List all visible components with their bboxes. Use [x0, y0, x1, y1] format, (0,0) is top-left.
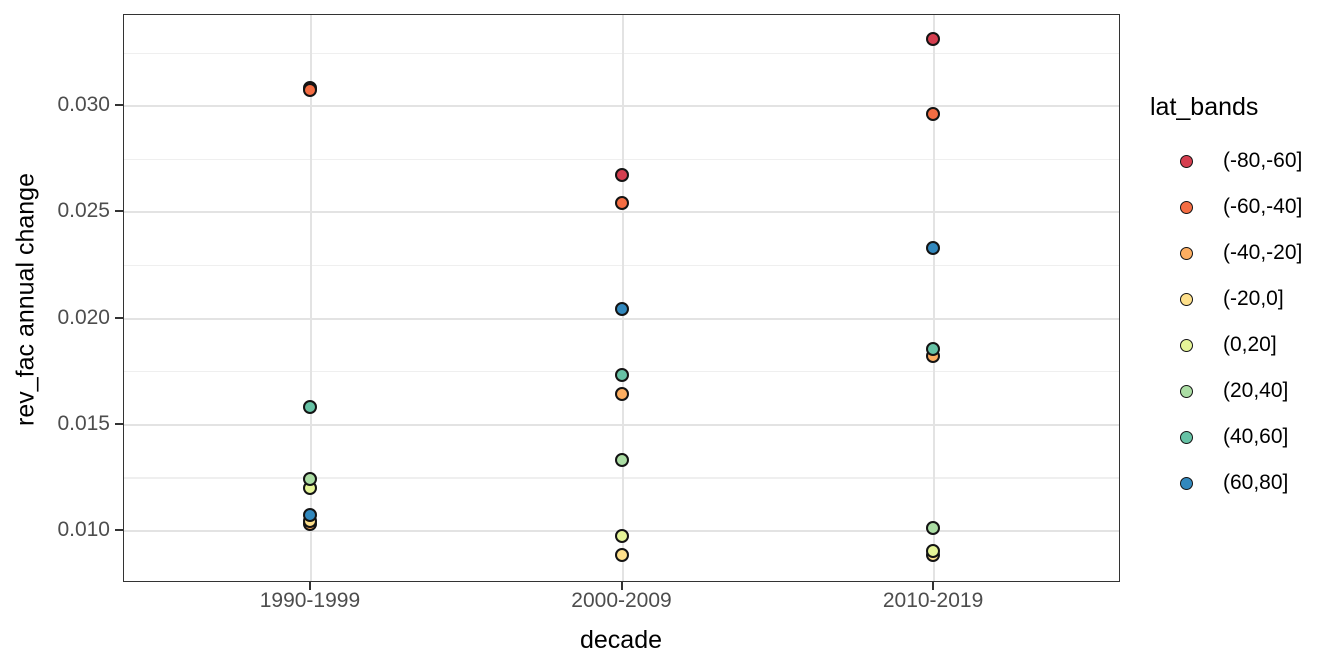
- legend-item: (-60,-40]: [1150, 184, 1340, 230]
- y-tick-label: 0.020: [57, 305, 110, 329]
- gridline-major-v: [933, 15, 936, 581]
- y-tick-label: 0.015: [57, 411, 110, 435]
- legend-key-icon: [1180, 200, 1193, 214]
- data-point: [302, 399, 317, 414]
- legend-key-icon: [1180, 246, 1193, 260]
- legend-item-label: (-40,-20]: [1223, 241, 1303, 264]
- x-tick-label: 2000-2009: [571, 589, 672, 612]
- legend-item: (20,40]: [1150, 368, 1340, 414]
- y-axis-tick: [115, 210, 123, 213]
- x-axis-title: decade: [579, 626, 663, 654]
- data-point: [614, 195, 629, 210]
- legend-item: (-40,-20]: [1150, 230, 1340, 276]
- legend-item: (40,60]: [1150, 414, 1340, 460]
- legend-item: (0,20]: [1150, 322, 1340, 368]
- legend-item-label: (-20,0]: [1223, 287, 1284, 310]
- plot-panel: [123, 14, 1120, 582]
- legend-key-icon: [1180, 292, 1193, 306]
- legend-item: (-80,-60]: [1150, 138, 1340, 184]
- legend-items: (-80,-60] (-60,-40] (-40,-20] (-20,0] (0,20]…: [1150, 138, 1340, 506]
- data-point: [302, 472, 317, 487]
- data-point: [614, 302, 629, 317]
- legend-key-icon: [1180, 476, 1193, 490]
- legend-item: (-20,0]: [1150, 276, 1340, 322]
- x-tick-label: 2010-2019: [882, 589, 984, 612]
- legend-key-icon: [1180, 338, 1193, 352]
- y-axis-tick: [115, 104, 123, 107]
- gridline-major-v: [621, 15, 624, 581]
- x-axis-tick: [932, 582, 935, 590]
- data-point: [926, 240, 941, 255]
- y-axis-title: rev_fac annual change: [11, 173, 40, 426]
- y-axis-tick: [115, 422, 123, 425]
- data-point: [926, 32, 941, 47]
- y-axis-tick: [115, 528, 123, 531]
- legend-item-label: (60,80]: [1223, 471, 1289, 494]
- legend-key-icon: [1180, 430, 1193, 444]
- data-point: [614, 367, 629, 382]
- legend-title: lat_bands: [1150, 93, 1259, 121]
- data-point: [614, 452, 629, 467]
- legend: lat_bands (-80,-60] (-60,-40] (-40,-20] (-2…: [1150, 92, 1340, 506]
- legend-item-label: (40,60]: [1223, 425, 1289, 448]
- legend-key-icon: [1180, 154, 1193, 168]
- data-point: [614, 548, 629, 563]
- data-point: [926, 342, 941, 357]
- data-point: [614, 529, 629, 544]
- legend-item-label: (-60,-40]: [1223, 195, 1303, 218]
- legend-item: (60,80]: [1150, 460, 1340, 506]
- legend-item-label: (20,40]: [1223, 379, 1289, 402]
- y-tick-label: 0.030: [57, 93, 110, 117]
- legend-item-label: (-80,-60]: [1223, 149, 1303, 172]
- gridline-major-v: [309, 15, 312, 581]
- data-point: [614, 168, 629, 183]
- y-tick-label: 0.025: [57, 199, 110, 223]
- data-point: [302, 508, 317, 523]
- x-axis-tick: [620, 582, 623, 590]
- x-axis-tick: [308, 582, 311, 590]
- data-point: [926, 520, 941, 535]
- y-axis-tick: [115, 316, 123, 319]
- legend-item-label: (0,20]: [1223, 333, 1277, 356]
- data-point: [614, 387, 629, 402]
- legend-key-icon: [1180, 384, 1193, 398]
- data-point: [926, 544, 941, 559]
- data-point: [926, 106, 941, 121]
- y-tick-label: 0.010: [57, 517, 110, 541]
- data-point: [302, 83, 317, 98]
- x-tick-label: 1990-1999: [259, 589, 361, 612]
